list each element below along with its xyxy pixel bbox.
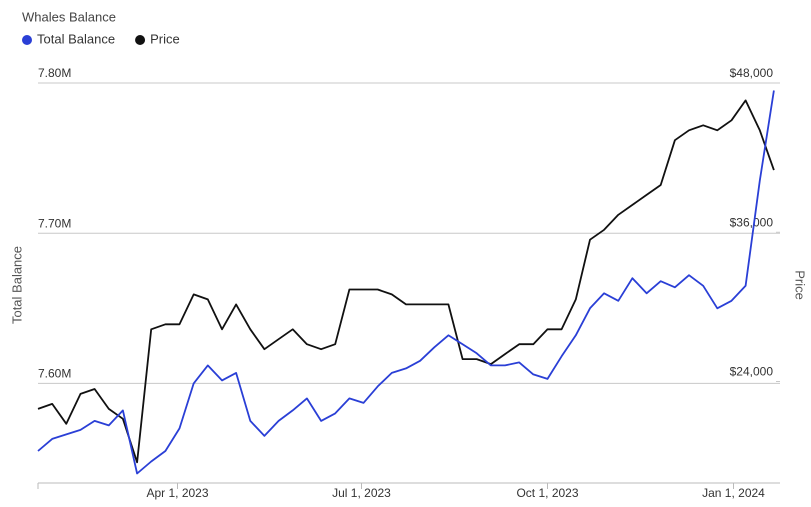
legend-marker [135, 35, 146, 45]
x-tick-label: Jul 1, 2023 [332, 486, 391, 500]
x-tick-label: Apr 1, 2023 [146, 486, 208, 500]
x-tick-label: Oct 1, 2023 [516, 486, 578, 500]
legend-label: Price [150, 31, 180, 46]
y-tick-label: 7.60M [38, 367, 71, 381]
y-tick-label: 7.70M [38, 216, 71, 230]
y-axis-title: Total Balance [9, 246, 24, 324]
series-line [37, 99, 775, 464]
legend-label: Total Balance [37, 31, 115, 46]
x-tick-label: Jan 1, 2024 [702, 486, 765, 500]
y-tick-label: 7.80M [38, 66, 71, 80]
y2-tick-label: $36,000 [730, 215, 774, 229]
y2-axis-title: Price [793, 270, 808, 300]
chart-title: Whales Balance [22, 9, 116, 24]
legend-marker [22, 35, 32, 45]
y2-tick-label: $48,000 [730, 66, 774, 80]
y2-tick-label: $24,000 [730, 365, 774, 379]
series-line [37, 90, 775, 475]
